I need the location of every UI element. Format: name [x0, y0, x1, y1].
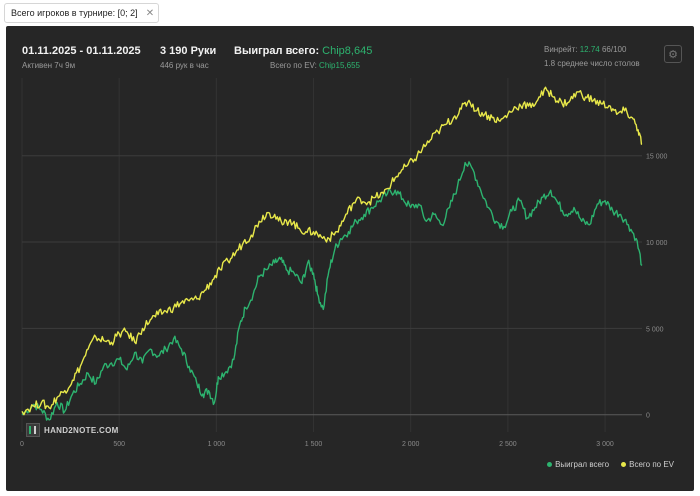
logo-text: HAND2NOTE.COM — [44, 425, 119, 435]
hands-count: 3 190 Руки — [160, 45, 217, 57]
won-total: Выиграл всего: Chip8,645 — [234, 45, 372, 57]
winrate-label: Винрейт: — [544, 45, 578, 54]
close-icon[interactable]: ✕ — [145, 7, 155, 19]
y-tick-label: 5 000 — [646, 326, 664, 333]
active-time: Активен 7ч 9м — [22, 61, 76, 70]
x-tick-label: 0 — [20, 441, 24, 448]
filter-bar: Всего игроков в турнире: [0; 2] ✕ — [0, 0, 700, 26]
graph-panel: 01.11.2025 - 01.11.2025 Активен 7ч 9м 3 … — [6, 26, 694, 491]
won-series-line — [21, 161, 643, 421]
x-tick-label: 1 000 — [208, 441, 226, 448]
filter-chip[interactable]: Всего игроков в турнире: [0; 2] ✕ — [4, 3, 160, 23]
legend-label-ev: Всего по EV — [629, 460, 674, 469]
legend-item-won[interactable]: Выиграл всего — [547, 460, 609, 469]
x-tick-label: 2 000 — [402, 441, 420, 448]
x-tick-label: 500 — [113, 441, 125, 448]
ev-value: Chip15,655 — [319, 61, 360, 70]
won-value: Chip8,645 — [322, 45, 373, 57]
legend-item-ev[interactable]: Всего по EV — [621, 460, 674, 469]
profit-chart: 0 500 1 000 1 500 2 000 2 500 3 000 0 5 000 10 00… — [20, 78, 668, 448]
ev-series-line — [21, 86, 643, 416]
ev-label: Всего по EV: — [270, 61, 317, 70]
won-label: Выиграл всего: — [234, 45, 320, 57]
winrate: Винрейт: 12.74 66/100 — [544, 45, 626, 54]
logo-icon — [26, 423, 40, 437]
avg-tables: 1.8 среднее число столов — [544, 59, 640, 68]
hands-per-hour: 446 рук в час — [160, 61, 209, 70]
y-tick-label: 15 000 — [646, 154, 668, 161]
ev-total: Всего по EV: Chip15,655 — [270, 61, 360, 70]
logo: HAND2NOTE.COM — [26, 423, 119, 437]
filter-chip-label: Всего игроков в турнире: [0; 2] — [11, 8, 138, 18]
gear-icon[interactable]: ⚙ — [664, 45, 682, 63]
winrate-value: 12.74 — [579, 45, 600, 54]
chart-legend: Выиграл всего Всего по EV — [547, 460, 674, 469]
legend-dot-icon — [547, 462, 553, 467]
x-tick-label: 1 500 — [305, 441, 323, 448]
y-tick-label: 10 000 — [646, 240, 668, 247]
date-range: 01.11.2025 - 01.11.2025 — [22, 45, 141, 57]
legend-dot-icon — [621, 462, 627, 467]
legend-label-won: Выиграл всего — [555, 460, 610, 469]
y-tick-label: 0 — [646, 413, 650, 420]
x-tick-label: 3 000 — [596, 441, 614, 448]
x-tick-label: 2 500 — [499, 441, 517, 448]
winrate-suffix: 66/100 — [601, 45, 627, 54]
